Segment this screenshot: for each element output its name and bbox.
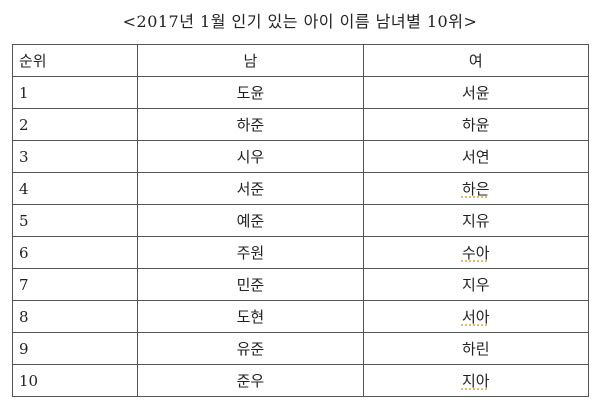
male-name-cell: 도윤 <box>137 76 364 109</box>
table-row: 9 유준 하린 <box>11 332 590 365</box>
female-name-cell: 지유 <box>362 204 590 237</box>
male-name-cell: 도현 <box>137 300 364 333</box>
rank-cell: 5 <box>11 204 139 237</box>
rank-cell: 9 <box>11 332 139 365</box>
rank-cell: 1 <box>11 76 139 109</box>
table-row: 4 서준 하은 <box>11 172 590 205</box>
male-name-cell: 서준 <box>137 172 364 205</box>
table-row: 3 시우 서연 <box>11 140 590 173</box>
female-name-cell: 하윤 <box>362 108 590 141</box>
male-name-cell: 민준 <box>137 268 364 301</box>
male-name-cell: 준우 <box>137 364 364 397</box>
baby-names-table: 순위 남 여 1 도윤 서윤 2 하준 하윤 3 시우 서연 4 서준 하은 5 예준 지유 6 주원 수아 7 민준… <box>11 44 590 397</box>
rank-cell: 2 <box>11 108 139 141</box>
table-row: 10 준우 지아 <box>11 364 590 397</box>
rank-cell: 7 <box>11 268 139 301</box>
table-row: 1 도윤 서윤 <box>11 76 590 109</box>
male-name-cell: 시우 <box>137 140 364 173</box>
female-name-cell: 하린 <box>362 332 590 365</box>
table-row: 5 예준 지유 <box>11 204 590 237</box>
spellcheck-flagged-text: 서아 <box>461 308 490 326</box>
rank-cell: 10 <box>11 364 139 397</box>
rank-cell: 8 <box>11 300 139 333</box>
table-row: 7 민준 지우 <box>11 268 590 301</box>
female-name-cell: 하은 <box>362 172 590 205</box>
female-name-cell: 수아 <box>362 236 590 269</box>
spellcheck-flagged-text: 지아 <box>461 372 490 390</box>
female-name-cell: 서아 <box>362 300 590 333</box>
male-name-cell: 주원 <box>137 236 364 269</box>
table-row: 2 하준 하윤 <box>11 108 590 141</box>
document-title: <2017년 1월 인기 있는 아이 이름 남녀별 10위> <box>122 12 478 31</box>
rank-cell: 4 <box>11 172 139 205</box>
table-header-row: 순위 남 여 <box>11 44 590 77</box>
rank-cell: 6 <box>11 236 139 269</box>
female-name-cell: 지우 <box>362 268 590 301</box>
header-rank: 순위 <box>11 44 139 77</box>
male-name-cell: 예준 <box>137 204 364 237</box>
female-name-cell: 서연 <box>362 140 590 173</box>
table-row: 6 주원 수아 <box>11 236 590 269</box>
header-male: 남 <box>137 44 364 77</box>
spellcheck-flagged-text: 수아 <box>461 244 490 262</box>
male-name-cell: 하준 <box>137 108 364 141</box>
female-name-cell: 서윤 <box>362 76 590 109</box>
rank-cell: 3 <box>11 140 139 173</box>
table-row: 8 도현 서아 <box>11 300 590 333</box>
male-name-cell: 유준 <box>137 332 364 365</box>
spellcheck-flagged-text: 하은 <box>461 180 490 198</box>
female-name-cell: 지아 <box>362 364 590 397</box>
header-female: 여 <box>362 44 590 77</box>
